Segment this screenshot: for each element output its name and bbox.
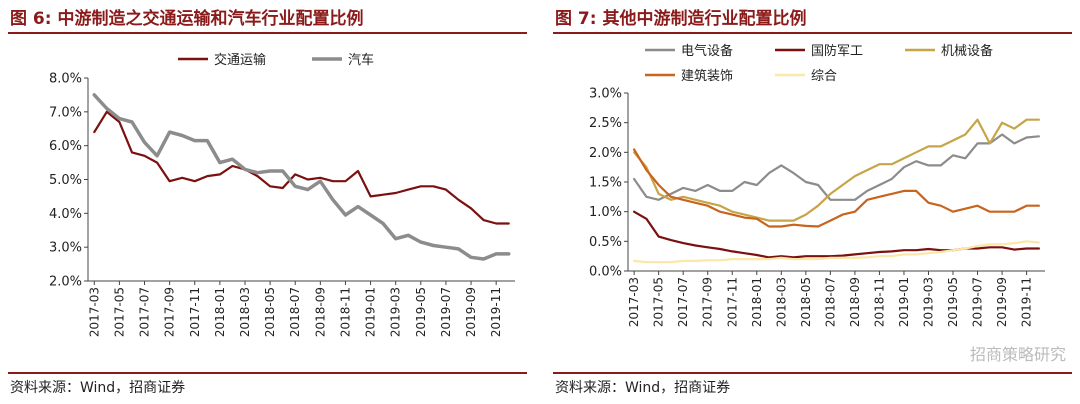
figure-title: 图 6: 中游制造之交通运输和汽车行业配置比例: [10, 9, 364, 29]
y-tick-label: 2.0%: [49, 275, 82, 290]
source-note: 资料来源：Wind，招商证券: [555, 380, 731, 396]
title-divider: [553, 32, 1072, 34]
line-chart-right: 0.0% 0.5% 1.0% 1.5% 2.0% 2.5% 3.0% 2017-03 2017-…: [589, 43, 1045, 327]
legend-label: 国防军工: [811, 43, 863, 59]
y-tick-label: 1.0%: [589, 205, 622, 220]
x-tick-label: 2018-11: [872, 277, 886, 327]
y-tick-label: 3.0%: [49, 241, 82, 256]
x-tick-label: 2017-07: [676, 277, 690, 327]
x-tick-label: 2018-07: [823, 277, 837, 327]
x-tick-label: 2018-09: [848, 277, 862, 327]
x-tick-label: 2018-05: [799, 277, 813, 327]
x-tick-label: 2018-03: [238, 287, 252, 337]
chart-panel-right: 图 7: 其他中游制造行业配置比例 0.0% 0.5% 1.0% 1.5% 2.0% 2.…: [545, 0, 1080, 404]
source-note: 资料来源：Wind，招商证券: [10, 380, 186, 396]
x-tick-label: 2018-09: [313, 287, 327, 337]
x-tick-label: 2019-09: [995, 277, 1009, 327]
x-tick-label: 2017-03: [627, 277, 641, 327]
x-tick-label: 2019-05: [414, 287, 428, 337]
watermark: 招商策略研究: [969, 345, 1066, 364]
x-tick-label: 2019-01: [364, 287, 378, 337]
x-tick-label: 2017-09: [163, 287, 177, 337]
line-chart-left: 2.0% 3.0% 4.0% 5.0% 6.0% 7.0% 8.0% 2017-03 2017-…: [49, 52, 515, 337]
legend-label: 建筑装饰: [681, 68, 733, 84]
legend-label: 综合: [811, 69, 837, 84]
y-tick-label: 7.0%: [49, 105, 82, 120]
series-line: [92, 93, 511, 261]
x-tick-label: 2018-01: [750, 277, 764, 327]
x-tick-label: 2017-05: [112, 287, 126, 337]
x-tick-label: 2019-07: [971, 277, 985, 327]
chart-panel-left: 图 6: 中游制造之交通运输和汽车行业配置比例 2.0% 3.0% 4.0% 5.0%…: [0, 0, 535, 404]
x-tick-label: 2017-11: [188, 287, 202, 337]
x-tick-label: 2018-05: [263, 287, 277, 337]
x-tick-label: 2017-11: [725, 277, 739, 327]
x-tick-label: 2019-03: [921, 277, 935, 327]
y-tick-label: 5.0%: [49, 173, 82, 188]
x-tick-label: 2019-11: [489, 287, 503, 337]
footer-divider: [8, 372, 527, 374]
y-tick-label: 4.0%: [49, 207, 82, 222]
x-tick-label: 2019-09: [464, 287, 478, 337]
footer-divider: [553, 372, 1072, 374]
x-tick-label: 2017-05: [652, 277, 666, 327]
series-line: [633, 210, 1040, 259]
y-tick-label: 2.5%: [589, 116, 622, 131]
y-tick-label: 1.5%: [589, 176, 622, 191]
y-tick-label: 2.0%: [589, 146, 622, 161]
y-tick-label: 0.0%: [589, 265, 622, 280]
figure-title: 图 7: 其他中游制造行业配置比例: [555, 9, 807, 29]
x-tick-label: 2017-07: [138, 287, 152, 337]
x-tick-label: 2018-01: [213, 287, 227, 337]
series-line: [93, 110, 510, 225]
title-divider: [8, 32, 527, 34]
y-tick-label: 8.0%: [49, 72, 82, 87]
y-tick-label: 0.5%: [589, 235, 622, 250]
x-tick-label: 2018-11: [338, 287, 352, 337]
series-line: [633, 240, 1040, 264]
x-tick-label: 2019-11: [1020, 277, 1034, 327]
y-tick-label: 6.0%: [49, 139, 82, 154]
x-tick-label: 2019-07: [439, 287, 453, 337]
x-tick-label: 2017-03: [87, 287, 101, 337]
y-tick-label: 3.0%: [589, 87, 622, 102]
x-tick-label: 2019-01: [897, 277, 911, 327]
x-tick-label: 2018-07: [288, 287, 302, 337]
series-line: [633, 133, 1040, 201]
series-line: [633, 118, 1040, 222]
legend-label: 汽车: [348, 52, 374, 68]
x-tick-label: 2018-03: [774, 277, 788, 327]
series-line: [633, 148, 1040, 228]
legend-label: 机械设备: [941, 43, 993, 59]
legend-label: 电气设备: [681, 43, 733, 59]
x-tick-label: 2017-09: [701, 277, 715, 327]
x-tick-label: 2019-05: [946, 277, 960, 327]
legend-label: 交通运输: [214, 52, 266, 68]
x-tick-label: 2019-03: [389, 287, 403, 337]
